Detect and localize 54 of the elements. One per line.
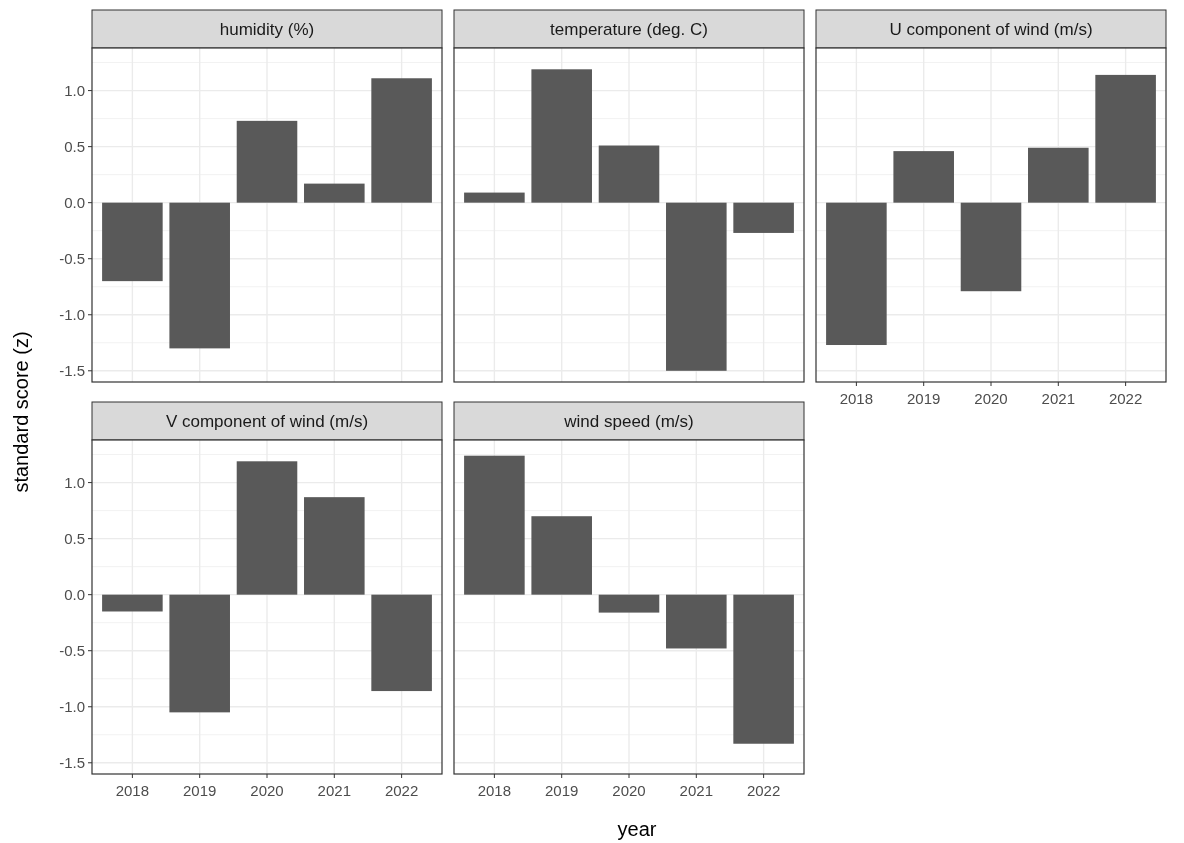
bar — [236, 461, 298, 595]
x-tick-label: 2021 — [679, 782, 713, 799]
bar — [733, 202, 794, 233]
chart-title: temperature (deg. C) — [550, 20, 708, 39]
bar — [371, 594, 432, 692]
y-tick-label: 1.0 — [64, 81, 85, 99]
bar — [1095, 74, 1156, 203]
y-tick-label: -1.5 — [59, 753, 85, 771]
x-tick-label: 2018 — [839, 390, 874, 407]
x-tick-label: 2022 — [384, 782, 419, 799]
bar — [236, 120, 298, 203]
x-tick-label: 2022 — [1108, 390, 1143, 407]
y-tick-label: -0.5 — [59, 249, 85, 267]
y-tick-label: 0.0 — [64, 585, 85, 603]
chart-title: U component of wind (m/s) — [889, 20, 1093, 39]
y-tick-label: 1.0 — [64, 473, 85, 491]
x-tick-label: 2019 — [907, 390, 941, 407]
y-tick-label: 0.5 — [64, 529, 85, 547]
chart-title: V component of wind (m/s) — [165, 412, 369, 431]
bar — [464, 192, 525, 203]
bar — [960, 202, 1022, 292]
x-tick-label: 2018 — [115, 782, 150, 799]
x-tick-label: 2022 — [746, 782, 781, 799]
x-axis-title: year — [617, 818, 657, 840]
y-axis-title: standard score (z) — [10, 331, 32, 493]
chart-title: humidity (%) — [219, 20, 315, 39]
bar — [371, 78, 432, 203]
y-tick-label: -1.0 — [59, 697, 85, 715]
bar — [826, 202, 887, 346]
y-tick-label: -0.5 — [59, 641, 85, 659]
x-tick-label: 2019 — [545, 782, 579, 799]
x-tick-label: 2021 — [317, 782, 351, 799]
bar — [304, 497, 365, 595]
bar — [169, 202, 230, 349]
bar — [169, 594, 230, 713]
bar — [102, 202, 163, 282]
x-tick-label: 2019 — [183, 782, 217, 799]
bar — [598, 145, 660, 203]
y-tick-label: -1.5 — [59, 361, 85, 379]
x-tick-label: 2021 — [1041, 390, 1075, 407]
bar — [666, 202, 727, 371]
y-tick-label: 0.5 — [64, 137, 85, 155]
chart-title: wind speed (m/s) — [563, 412, 694, 431]
x-tick-label: 2018 — [477, 782, 512, 799]
bar — [893, 151, 954, 203]
x-tick-label: 2020 — [612, 782, 646, 799]
bar — [102, 594, 163, 612]
y-tick-label: 0.0 — [64, 193, 85, 211]
y-tick-label: -1.0 — [59, 305, 85, 323]
x-tick-label: 2020 — [974, 390, 1008, 407]
x-tick-label: 2020 — [250, 782, 284, 799]
bar — [1028, 147, 1089, 203]
bar — [304, 183, 365, 203]
bar — [531, 69, 592, 203]
